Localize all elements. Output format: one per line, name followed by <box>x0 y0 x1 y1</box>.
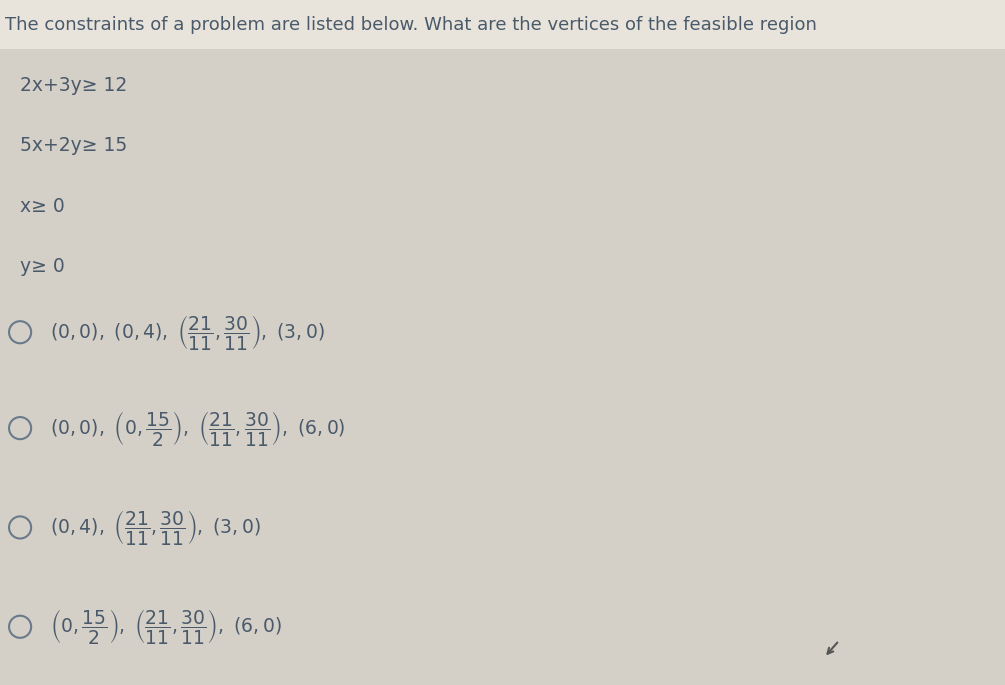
Text: 2x+3y≥ 12: 2x+3y≥ 12 <box>20 76 128 95</box>
Text: y≥ 0: y≥ 0 <box>20 257 65 276</box>
Text: $(0, 4),\ \left(\dfrac{21}{11},\dfrac{30}{11}\right),\ (3, 0)$: $(0, 4),\ \left(\dfrac{21}{11},\dfrac{30… <box>50 508 261 547</box>
Text: $\left(0,\dfrac{15}{2}\right),\ \left(\dfrac{21}{11},\dfrac{30}{11}\right),\ (6,: $\left(0,\dfrac{15}{2}\right),\ \left(\d… <box>50 608 282 646</box>
FancyBboxPatch shape <box>0 0 1005 49</box>
Text: The constraints of a problem are listed below. What are the vertices of the feas: The constraints of a problem are listed … <box>5 16 817 34</box>
Text: 5x+2y≥ 15: 5x+2y≥ 15 <box>20 136 128 155</box>
Text: x≥ 0: x≥ 0 <box>20 197 65 216</box>
Text: $(0, 0),\ (0, 4),\ \left(\dfrac{21}{11},\dfrac{30}{11}\right),\ (3, 0)$: $(0, 0),\ (0, 4),\ \left(\dfrac{21}{11},… <box>50 313 325 351</box>
Text: $(0, 0),\ \left(0,\dfrac{15}{2}\right),\ \left(\dfrac{21}{11},\dfrac{30}{11}\rig: $(0, 0),\ \left(0,\dfrac{15}{2}\right),\… <box>50 409 346 447</box>
